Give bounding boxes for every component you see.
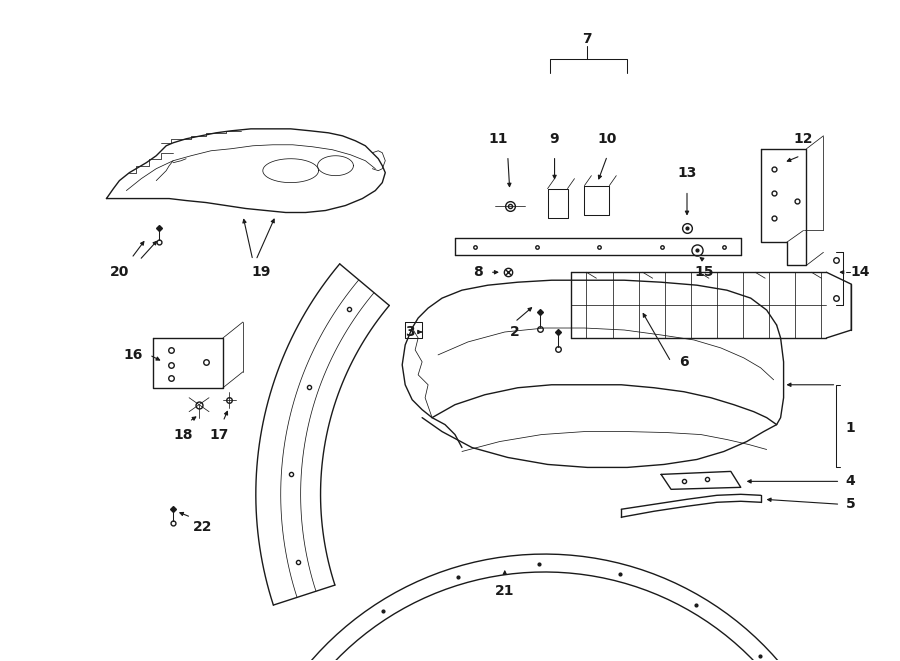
Text: 4: 4	[845, 475, 855, 488]
Text: 10: 10	[598, 132, 617, 146]
Text: 9: 9	[550, 132, 560, 146]
Text: 2: 2	[510, 325, 519, 339]
Text: 11: 11	[488, 132, 508, 146]
Text: 18: 18	[174, 428, 193, 442]
Text: 8: 8	[473, 265, 482, 279]
Text: 7: 7	[582, 32, 592, 46]
Text: 21: 21	[495, 584, 515, 598]
Text: 3: 3	[405, 325, 415, 339]
Text: 13: 13	[678, 166, 697, 180]
Text: 22: 22	[194, 520, 212, 534]
Text: 20: 20	[110, 265, 129, 279]
Text: 1: 1	[845, 420, 855, 434]
Text: 6: 6	[680, 355, 688, 369]
Text: 19: 19	[251, 265, 271, 279]
Text: 15: 15	[694, 265, 714, 279]
Text: 17: 17	[210, 428, 229, 442]
Text: 12: 12	[794, 132, 814, 146]
Text: 14: 14	[850, 265, 870, 279]
Text: 5: 5	[845, 497, 855, 511]
Text: 16: 16	[123, 348, 143, 362]
